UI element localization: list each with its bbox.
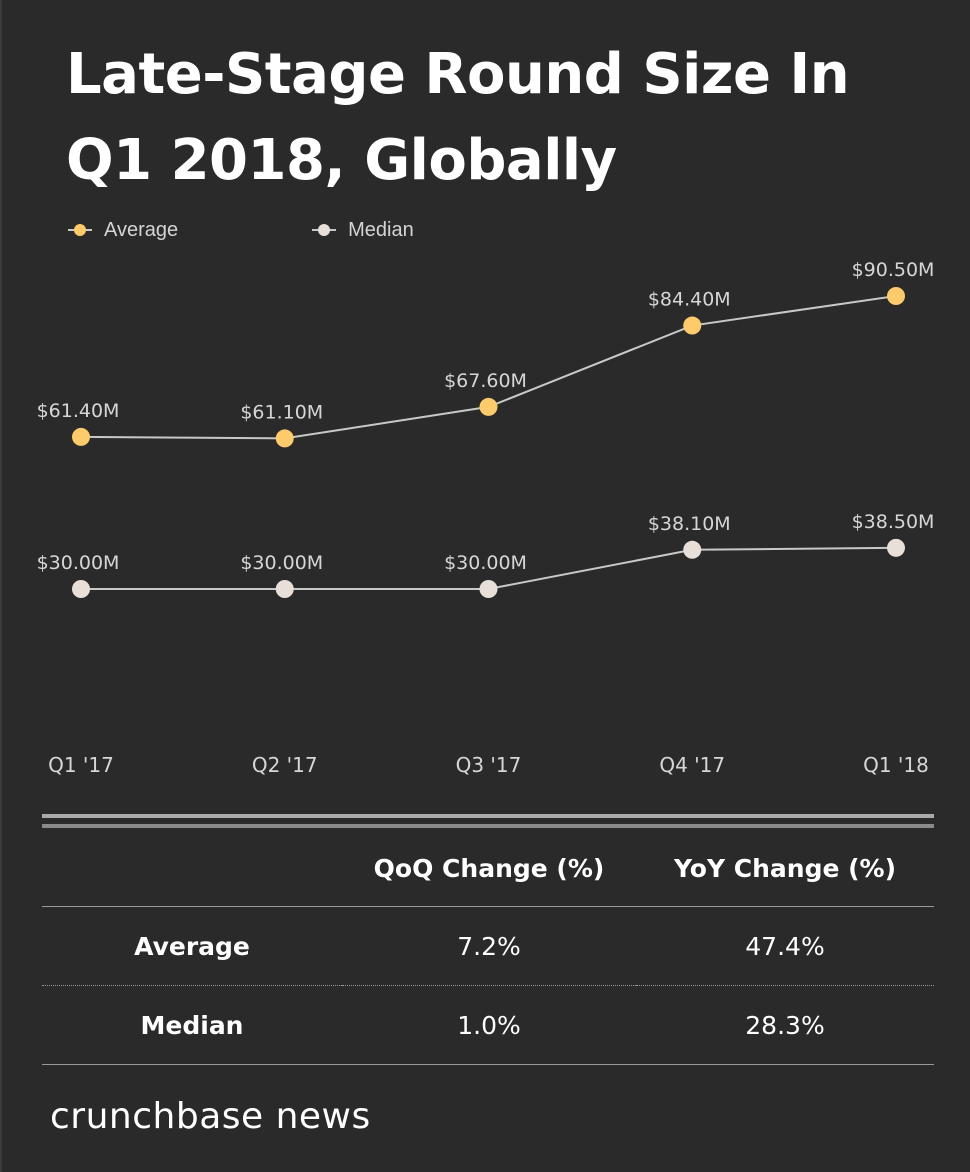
data-label-average: $84.40M <box>648 289 731 311</box>
data-point-median <box>479 580 498 598</box>
data-point-average <box>683 316 702 335</box>
line-chart: $61.40M $61.10M $67.60M $84.40M $90.50M $30.0… <box>37 259 935 777</box>
data-point-median <box>275 580 294 598</box>
data-label-median: $38.10M <box>648 513 731 535</box>
crunchbase-news-logo: crunchbase news <box>50 1096 371 1137</box>
chart-title-line-1: Late-Stage Round Size In <box>66 42 850 107</box>
data-label-average: $61.10M <box>240 401 323 423</box>
change-summary-table: QoQ Change (%) YoY Change (%) Average 7.… <box>42 830 934 1065</box>
table-top-double-rule <box>42 814 934 828</box>
data-point-average <box>479 397 498 416</box>
legend-dot-median <box>318 224 331 236</box>
x-tick-label: Q1 '17 <box>48 753 114 777</box>
table-cell-yoy: 28.3% <box>636 985 934 1065</box>
table-header-row: QoQ Change (%) YoY Change (%) <box>42 830 934 907</box>
legend-dot-average <box>74 224 86 236</box>
legend-item-median: Median <box>312 219 414 242</box>
data-label-median: $38.50M <box>852 511 935 533</box>
legend-item-average: Average <box>68 219 178 242</box>
x-tick-label: Q1 '18 <box>863 753 929 777</box>
data-point-average <box>887 287 905 305</box>
table-row-average: Average 7.2% 47.4% <box>42 906 934 986</box>
legend-marker-average-icon <box>68 223 92 237</box>
data-label-median: $30.00M <box>37 552 120 574</box>
data-label-median: $30.00M <box>240 552 323 574</box>
x-tick-label: Q3 '17 <box>456 753 522 777</box>
table-row-label: Median <box>42 985 342 1065</box>
table-cell-qoq: 7.2% <box>342 906 636 986</box>
table-row-median: Median 1.0% 28.3% <box>42 985 934 1065</box>
data-label-average: $90.50M <box>852 259 935 281</box>
legend-marker-median-icon <box>312 223 337 237</box>
data-point-average <box>275 429 294 448</box>
data-label-median: $30.00M <box>444 552 527 574</box>
data-label-average: $61.40M <box>37 400 120 422</box>
data-label-average: $67.60M <box>444 370 527 392</box>
chart-legend: Average Median <box>68 216 548 244</box>
legend-label-median: Median <box>348 218 414 241</box>
table-cell-qoq: 1.0% <box>342 985 636 1065</box>
series-line-average <box>80 295 897 440</box>
data-point-median <box>887 538 905 557</box>
chart-title-line-2: Q1 2018, Globally <box>66 128 617 193</box>
chart-title: Late-Stage Round Size In Q1 2018, Global… <box>66 32 946 204</box>
x-tick-label: Q4 '17 <box>659 753 725 777</box>
x-tick-label: Q2 '17 <box>252 753 318 777</box>
table-cell-yoy: 47.4% <box>636 906 934 986</box>
table-header-qoq: QoQ Change (%) <box>342 830 636 907</box>
data-point-average <box>72 427 90 446</box>
legend-label-average: Average <box>104 218 179 241</box>
data-point-median <box>72 580 90 598</box>
table-header-yoy: YoY Change (%) <box>636 830 934 907</box>
table-header-empty <box>42 830 342 907</box>
data-point-median <box>683 540 702 559</box>
table-row-label: Average <box>42 906 342 986</box>
